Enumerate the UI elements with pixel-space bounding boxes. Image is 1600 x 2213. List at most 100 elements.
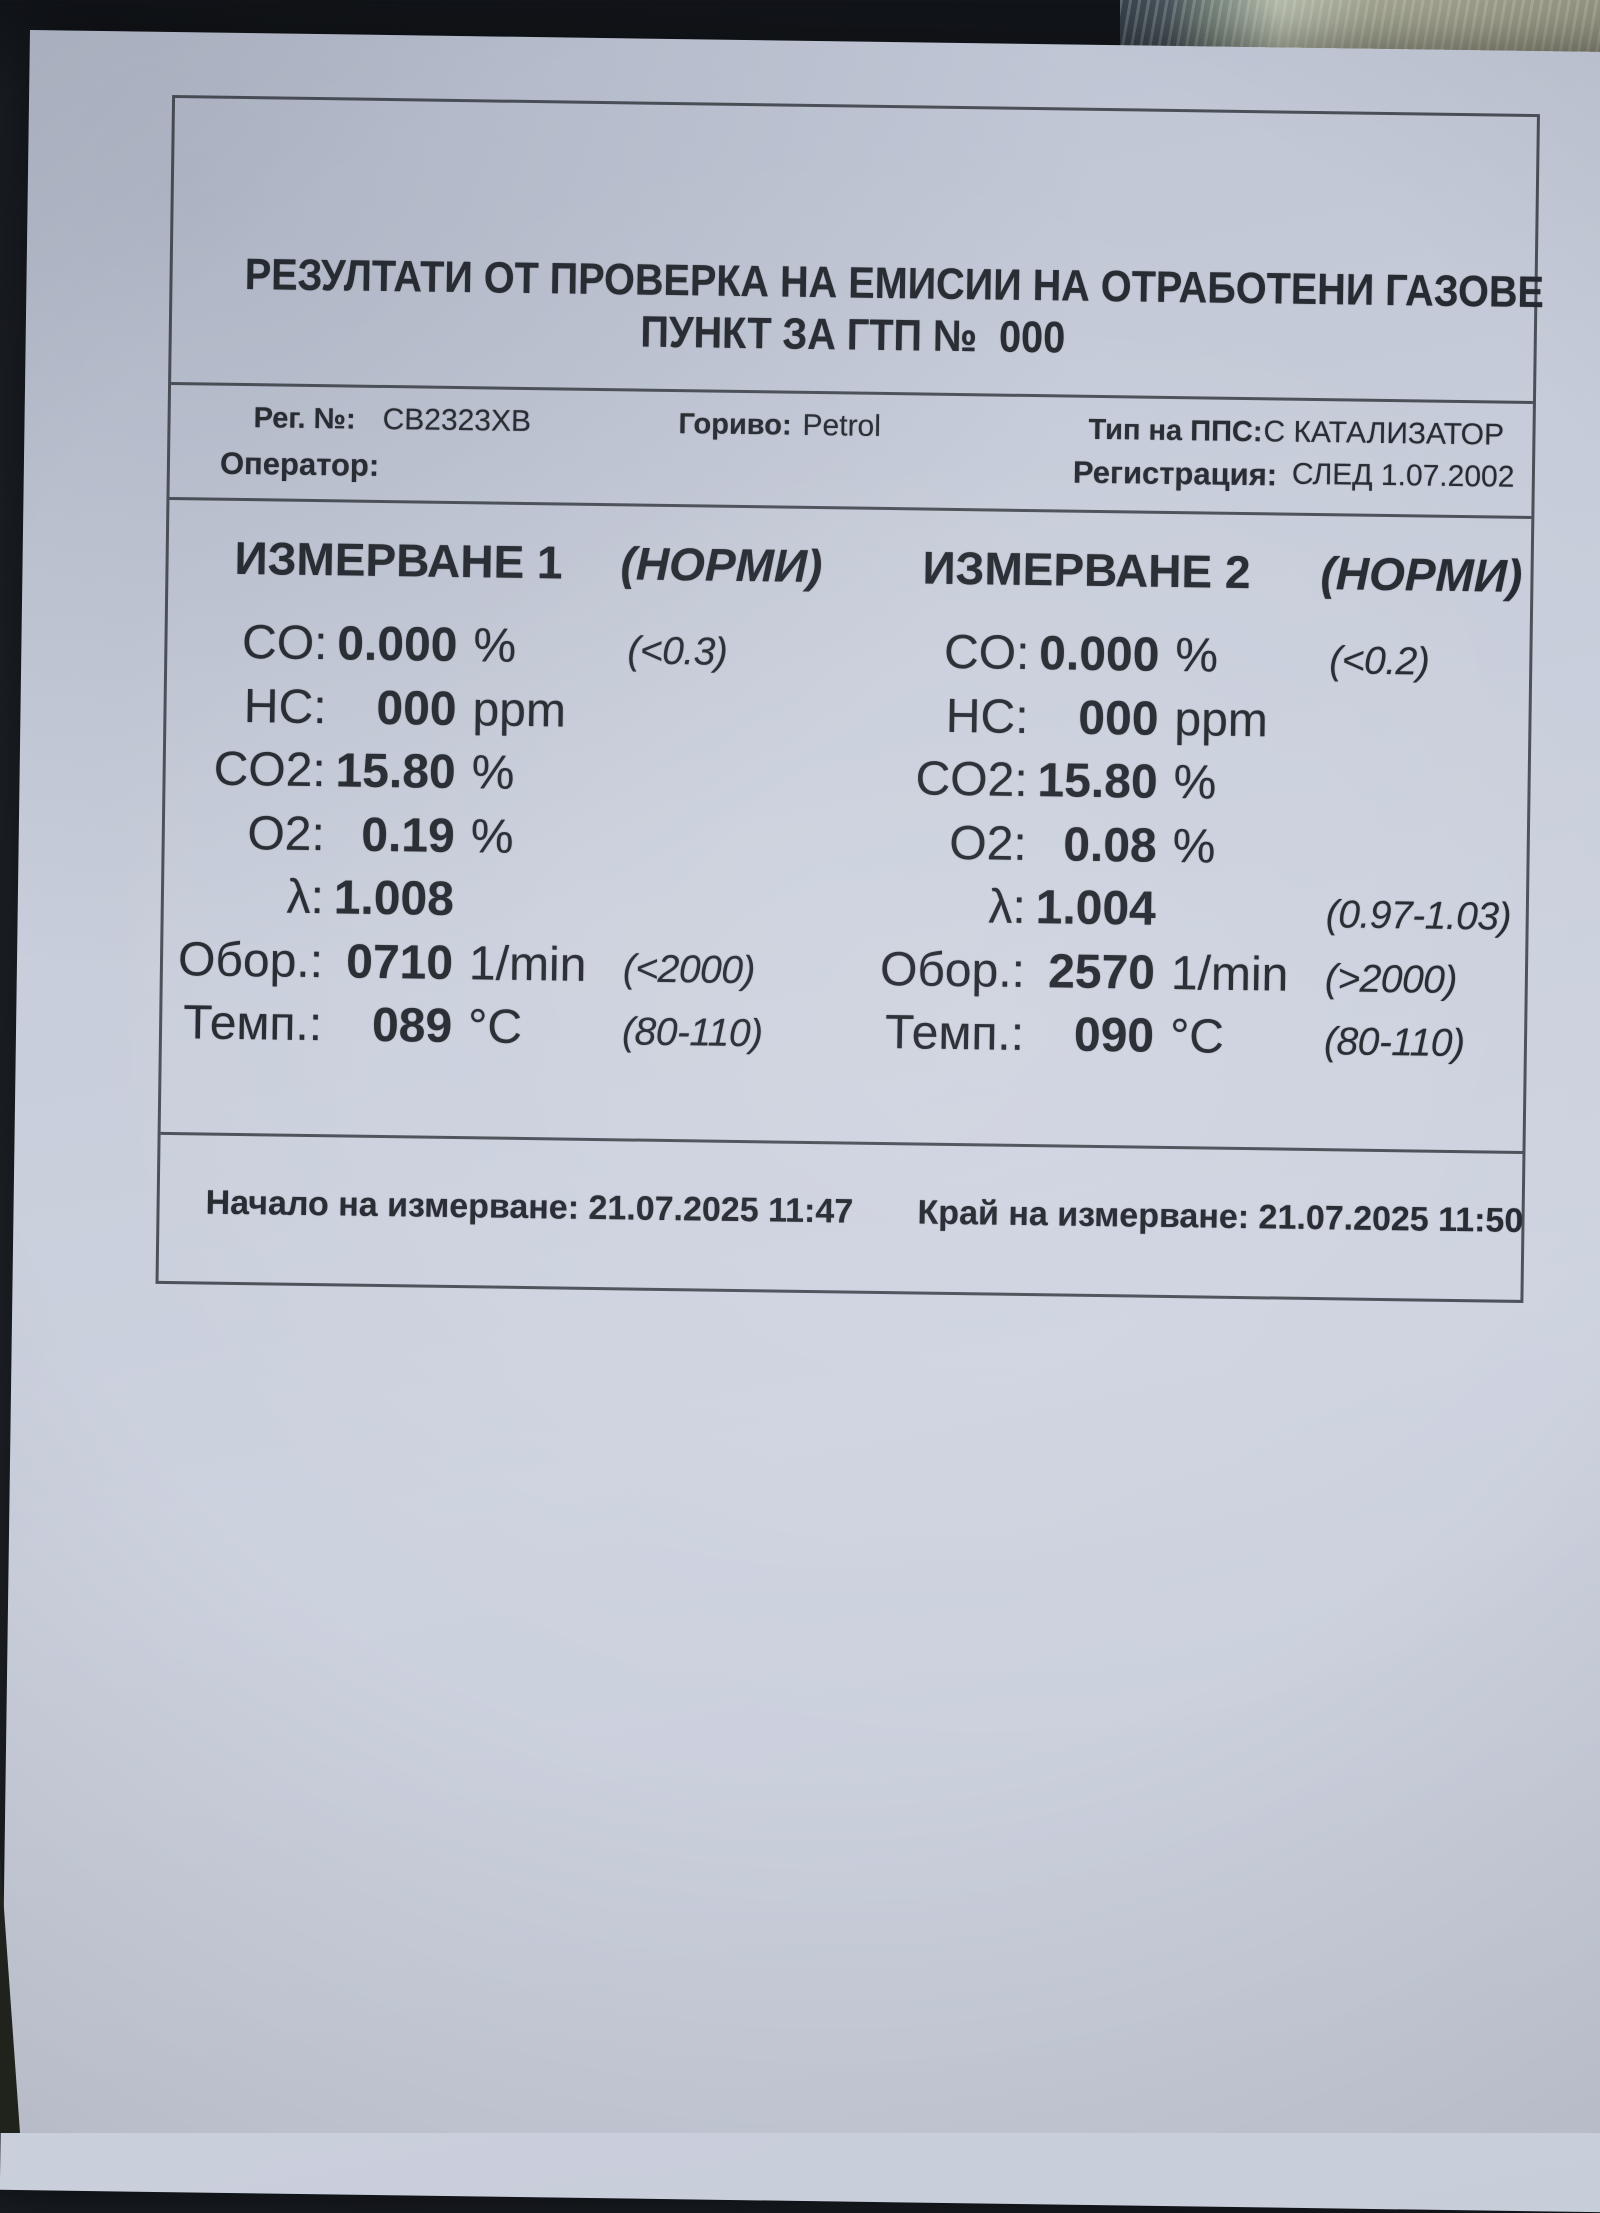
param-norm: (80-110) [1323,1020,1465,1066]
results-table: РЕЗУЛТАТИ ОТ ПРОВЕРКА НА ЕМИСИИ НА ОТРАБ… [155,94,1544,1303]
reg-number-value: CB2323XB [382,402,532,439]
registration-label: Регистрация: [1072,454,1278,493]
measurement-2-norms-header: (НОРМИ) [1320,547,1523,602]
param-unit: ppm [472,682,567,738]
measurement-row-temp-2: Темп.: 090 °C (80-110) [852,1003,1525,1076]
param-label: CO: [943,625,1030,681]
end-time: Край на измерване: 21.07.2025 11:50 [917,1194,1523,1241]
title-section: РЕЗУЛТАТИ ОТ ПРОВЕРКА НА ЕМИСИИ НА ОТРАБ… [171,98,1544,405]
start-time-label: Начало на измерване: [205,1183,580,1227]
start-time-value: 21.07.2025 11:47 [588,1188,854,1231]
param-unit: % [471,746,515,800]
title-line-2-text: ПУНКТ ЗА ГТП № 000 [640,307,1066,363]
measurement-row-temp-1: Темп.: 089 °C (80-110) [162,993,853,1066]
measurement-row-hc-2: HC: 000 ppm [856,685,1529,758]
param-unit: °C [467,1000,523,1054]
reg-number-label: Рег. №: [253,402,356,436]
param-norm: (<0.2) [1329,639,1430,684]
param-unit: % [1173,756,1217,810]
param-unit [454,915,604,917]
measurement-2-title: ИЗМЕРВАНЕ 2 [922,541,1251,599]
param-label: Обор.: [177,932,324,988]
vehicle-type-label: Тип на ППС: [1088,413,1263,449]
measurement-row-rpm-2: Обор.: 2570 1/min (>2000) [853,939,1526,1012]
param-unit [1156,925,1306,927]
param-value: 0.000 [1038,627,1160,682]
param-value: 089 [371,998,453,1053]
paper-sheet: РЕЗУЛТАТИ ОТ ПРОВЕРКА НА ЕМИСИИ НА ОТРАБ… [0,30,1600,2213]
param-label: λ: [286,870,325,925]
fuel-label: Гориво: [678,408,792,442]
param-unit: °C [1169,1010,1225,1064]
param-label: λ: [988,880,1027,934]
param-label: Обор.: [879,942,1026,998]
measurement-2-header: ИЗМЕРВАНЕ 2 (НОРМИ) [858,510,1531,631]
measurement-row-co2-1: CO2: 15.80 % [165,739,856,812]
measurements-section: ИЗМЕРВАНЕ 1 (НОРМИ) CO: 0.000 % (<0.3) H… [160,499,1532,1154]
param-norm: (<0.3) [627,629,728,674]
measurement-row-o2-1: O2: 0.19 % [164,802,855,875]
operator-label: Оператор: [219,445,380,483]
measurement-row-rpm-1: Обор.: 0710 1/min (<2000) [163,929,854,1002]
param-value: 000 [1078,691,1159,746]
param-label: Темп.: [182,996,323,1052]
param-unit: % [473,619,517,673]
measurement-1-header: ИЗМЕРВАНЕ 1 (НОРМИ) [168,500,859,622]
end-time-value: 21.07.2025 11:50 [1258,1198,1524,1240]
footer-section: Начало на измерване: 21.07.2025 11:47 Кр… [159,1135,1523,1300]
param-label: CO2: [915,752,1028,807]
param-value: 0710 [345,935,454,990]
info-section: Рег. №: CB2323XB Гориво: Petrol Тип на П… [169,385,1533,520]
param-value: 000 [376,681,457,736]
param-value: 1.004 [1035,881,1157,936]
registration-value: СЛЕД 1.07.2002 [1291,457,1515,494]
param-value: 2570 [1047,944,1156,1000]
vehicle-type-value: С КАТАЛИЗАТОР [1263,415,1505,452]
param-value: 15.80 [335,744,457,800]
measurement-1-norms-header: (НОРМИ) [620,537,823,593]
param-norm [1306,863,1526,866]
measurement-row-o2-2: O2: 0.08 % [854,812,1527,885]
param-unit: ppm [1174,692,1269,747]
param-value: 0.19 [361,808,456,863]
param-value: 1.008 [333,871,455,927]
param-norm [606,727,856,730]
param-norm [1308,736,1528,739]
param-norm [605,790,855,793]
param-label: HC: [945,689,1029,744]
param-norm: (>2000) [1324,956,1458,1002]
start-time: Начало на измерване: 21.07.2025 11:47 [205,1184,853,1232]
measurement-2-column: ИЗМЕРВАНЕ 2 (НОРМИ) CO: 0.000 % (<0.2) H… [851,510,1532,1151]
measurement-row-co-1: CO: 0.000 % (<0.3) [167,612,858,685]
param-unit: % [1172,819,1216,874]
param-label: CO2: [213,742,327,798]
param-label: Темп.: [884,1006,1025,1061]
measurement-row-lambda-2: λ: 1.004 (0.97-1.03) [853,876,1526,949]
param-value: 0.000 [336,617,458,673]
param-norm [604,917,854,920]
param-unit: 1/min [468,936,587,992]
param-value: 090 [1073,1008,1155,1063]
param-norm [605,854,855,857]
param-norm [1307,800,1527,803]
param-unit: 1/min [1170,946,1289,1002]
param-value: 15.80 [1037,754,1158,809]
measurement-row-co-2: CO: 0.000 % (<0.2) [857,622,1530,695]
end-time-label: Край на измерване: [917,1193,1250,1237]
fuel-value: Petrol [802,408,882,443]
param-norm: (<2000) [622,946,756,992]
measurement-1-column: ИЗМЕРВАНЕ 1 (НОРМИ) CO: 0.000 % (<0.3) H… [161,500,860,1142]
param-norm: (80-110) [621,1010,763,1056]
measurement-row-co2-2: CO2: 15.80 % [855,749,1528,822]
measurement-row-hc-1: HC: 000 ppm [166,675,857,748]
param-unit: % [1175,629,1219,683]
param-label: O2: [247,806,326,861]
param-norm: (0.97-1.03) [1325,893,1512,939]
param-label: CO: [241,616,328,671]
measurement-1-title: ИЗМЕРВАНЕ 1 [234,531,563,589]
param-label: O2: [948,816,1028,871]
param-value: 0.08 [1062,818,1158,873]
param-unit: % [470,809,514,864]
param-label: HC: [243,679,327,734]
